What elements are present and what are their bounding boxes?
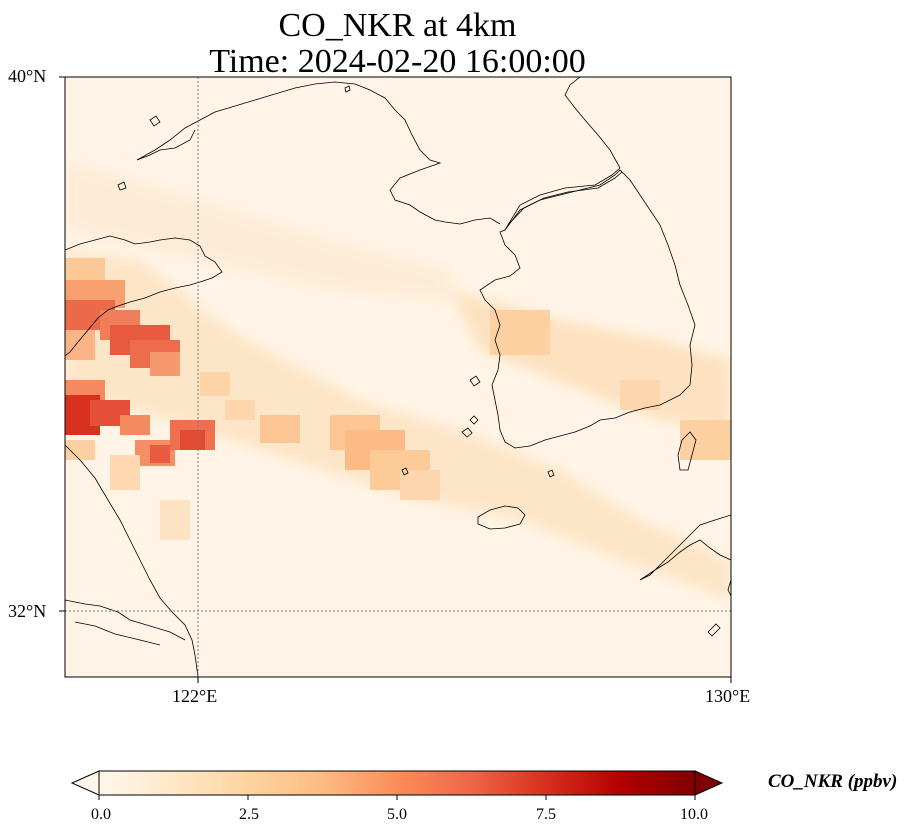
colorbar: [70, 770, 724, 800]
plume-west-coast: [65, 258, 300, 540]
colorbar-tick-7-5: 7.5: [536, 806, 556, 823]
coastlines: [65, 77, 731, 677]
colorbar-tick-10: 10.0: [680, 806, 708, 823]
lon-label-130e: 130°E: [705, 686, 751, 706]
lat-label-40n: 40°N: [8, 66, 47, 86]
colorbar-tick-5: 5.0: [387, 806, 407, 823]
axis-ticks: [59, 76, 732, 683]
lat-label-32n: 32°N: [8, 601, 47, 621]
lon-label-122e: 122°E: [172, 686, 218, 706]
map-subtitle-time: Time: 2024-02-20 16:00:00: [209, 43, 586, 80]
map-title: CO_NKR at 4km: [278, 7, 517, 44]
colorbar-extend-min: [70, 770, 100, 796]
colorbar-label: CO_NKR (ppbv): [768, 771, 898, 792]
colorbar-tick-0: 0.0: [91, 806, 111, 823]
map-plot-area: [65, 77, 731, 677]
colorbar-tick-2-5: 2.5: [239, 806, 259, 823]
gridlines: [65, 77, 731, 677]
colorbar-gradient: [99, 771, 695, 795]
plume-korea: [490, 310, 731, 460]
concentration-field: [65, 160, 731, 600]
map-frame: [64, 76, 732, 678]
plume-yellow-sea: [330, 415, 440, 500]
colorbar-extend-max: [694, 770, 724, 796]
